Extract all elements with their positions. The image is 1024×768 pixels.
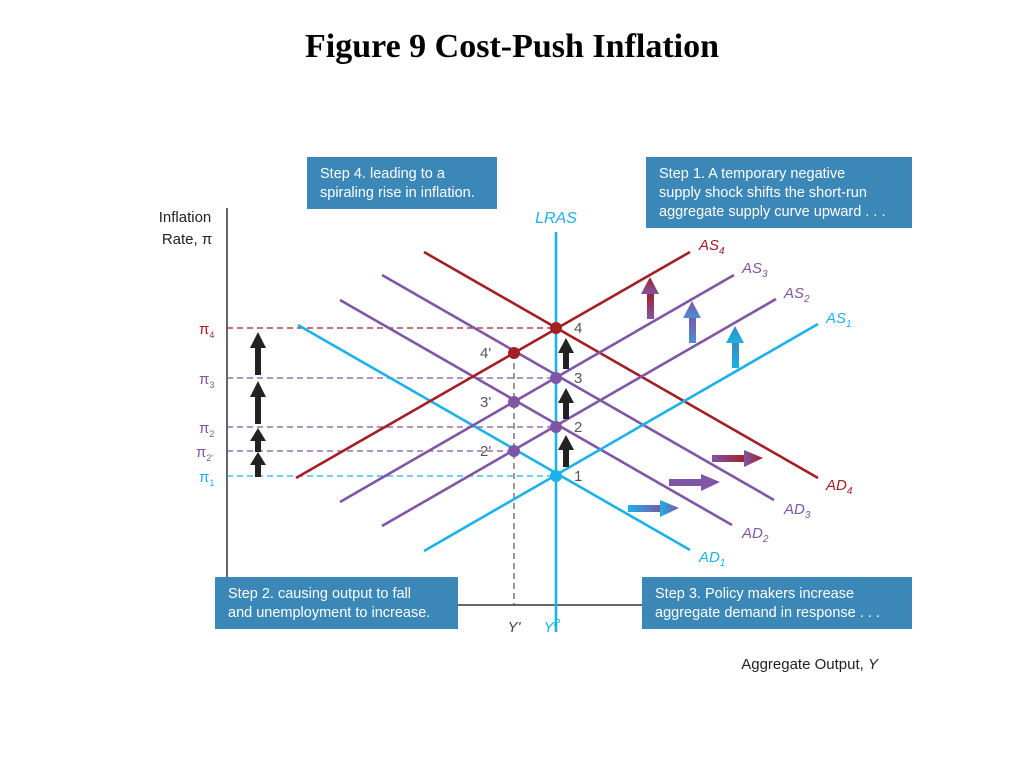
ad2-label-sub: 2	[762, 534, 769, 545]
ad1-label: AD1	[698, 549, 725, 569]
pi3-label-base: π	[199, 371, 209, 388]
step3-box: Step 3. Policy makers increase aggregate…	[642, 577, 912, 629]
center-arrow-2-3	[558, 388, 574, 419]
pi2p-label: π2'	[196, 444, 213, 463]
y-potential-sup: P	[554, 618, 561, 629]
figure-title: Figure 9 Cost-Push Inflation	[304, 28, 720, 65]
center-arrow-3-4	[558, 338, 574, 369]
left-arrow-pi1-pi2p	[250, 452, 266, 477]
point-2	[550, 421, 562, 433]
point-3-prime-label: 3'	[480, 394, 491, 411]
ad-shift-arrow-to-ad2	[628, 500, 679, 517]
as3-label-base: AS	[741, 260, 762, 277]
as3-label: AS3	[741, 260, 768, 280]
ad-shift-arrow-to-ad3	[669, 474, 720, 491]
lras-label: LRAS	[535, 210, 577, 227]
ad2-curve	[339, 298, 733, 527]
ad4-label-base: AD	[825, 477, 847, 494]
ad-shift-arrow-to-ad4	[712, 450, 763, 467]
ad3-label: AD3	[783, 501, 811, 521]
as3-label-sub: 3	[762, 269, 768, 280]
y-axis-label-line1: Inflation	[159, 209, 212, 226]
y-axis-label-line2: Rate, π	[162, 231, 212, 248]
pi2-label: π2	[199, 420, 214, 439]
y-potential-label: YP	[544, 618, 561, 636]
left-arrow-pi2p-pi2	[250, 428, 266, 452]
ad4-label: AD4	[825, 477, 853, 497]
as2-label: AS2	[783, 285, 810, 305]
pi4-label: π4	[199, 321, 214, 340]
pi2p-label-sub: 2'	[206, 453, 213, 463]
as-shift-arrow-to-as4	[641, 277, 659, 319]
as1-label-base: AS	[825, 310, 846, 327]
pi1-label-base: π	[199, 469, 209, 486]
ad4-curve	[423, 250, 819, 480]
ad4-label-sub: 4	[847, 486, 853, 497]
step4-line1: Step 4. leading to a	[320, 166, 446, 182]
y-potential-base: Y	[544, 619, 555, 636]
step3-line1: Step 3. Policy makers increase	[655, 586, 854, 602]
step1-box: Step 1. A temporary negative supply shoc…	[646, 157, 912, 228]
step1-line1: Step 1. A temporary negative	[659, 166, 845, 182]
x-axis-label: Aggregate Output, Y	[741, 656, 879, 673]
point-1	[550, 470, 562, 482]
point-3	[550, 372, 562, 384]
step1-line2: supply shock shifts the short-run	[659, 185, 867, 201]
step2-line1: Step 2. causing output to fall	[228, 586, 411, 602]
x-axis-label-var: Y	[868, 656, 879, 673]
as1-curve	[423, 322, 819, 553]
point-4-label: 4	[574, 320, 582, 337]
point-4	[550, 322, 562, 334]
ad2-label: AD2	[741, 525, 769, 545]
ad3-label-base: AD	[783, 501, 805, 518]
pi2-label-sub: 2	[209, 429, 214, 439]
point-3-label: 3	[574, 370, 582, 387]
as2-label-sub: 2	[803, 294, 810, 305]
ad1-curve	[297, 323, 691, 552]
ad1-label-base: AD	[698, 549, 720, 566]
pi4-label-base: π	[199, 321, 209, 338]
pi3-label: π3	[199, 371, 214, 390]
center-arrow-1-2	[558, 435, 574, 467]
as4-label-sub: 4	[719, 246, 725, 257]
step2-line2: and unemployment to increase.	[228, 605, 430, 621]
pi4-label-sub: 4	[209, 330, 214, 340]
as1-label-sub: 1	[846, 319, 852, 330]
as3-curve	[339, 273, 735, 504]
point-2-prime-label: 2'	[480, 443, 491, 460]
x-axis-label-text: Aggregate Output,	[741, 656, 868, 673]
as-shift-arrow-to-as2	[726, 326, 744, 368]
as4-label: AS4	[698, 237, 725, 257]
step1-line3: aggregate supply curve upward . . .	[659, 204, 886, 220]
step2-box: Step 2. causing output to fall and unemp…	[215, 577, 458, 629]
step4-line2: spiraling rise in inflation.	[320, 185, 475, 201]
pi1-label-sub: 1	[209, 478, 214, 488]
y-prime-label: Y'	[508, 619, 522, 636]
ad2-label-base: AD	[741, 525, 763, 542]
pi2p-label-base: π	[196, 444, 206, 461]
step4-box: Step 4. leading to a spiraling rise in i…	[307, 157, 497, 209]
point-3-prime	[508, 396, 520, 408]
pi3-label-sub: 3	[209, 380, 214, 390]
point-2-prime	[508, 445, 520, 457]
as-shift-arrow-to-as3	[683, 301, 701, 343]
step3-line2: aggregate demand in response . . .	[655, 605, 880, 621]
as4-label-base: AS	[698, 237, 719, 254]
point-1-label: 1	[574, 468, 582, 485]
as1-label: AS1	[825, 310, 852, 330]
point-4-prime	[508, 347, 520, 359]
ad1-label-sub: 1	[720, 558, 726, 569]
pi2-label-base: π	[199, 420, 209, 437]
pi1-label: π1	[199, 469, 214, 488]
as2-label-base: AS	[783, 285, 804, 302]
as4-curve	[295, 250, 691, 480]
left-arrow-pi2-pi3	[250, 381, 266, 424]
ad3-label-sub: 3	[805, 510, 811, 521]
point-2-label: 2	[574, 419, 582, 436]
point-4-prime-label: 4'	[480, 345, 491, 362]
as2-curve	[381, 297, 777, 528]
left-arrow-pi3-pi4	[250, 332, 266, 375]
ad3-curve	[381, 273, 775, 502]
